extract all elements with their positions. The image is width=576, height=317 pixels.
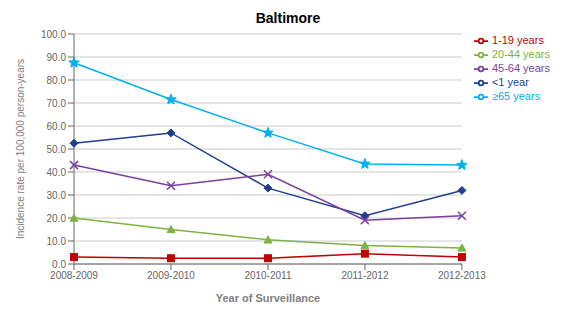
svg-text:80.0: 80.0 [47, 75, 67, 86]
svg-text:2010-2011: 2010-2011 [244, 270, 292, 281]
svg-text:10.0: 10.0 [47, 236, 67, 247]
svg-text:2009-2010: 2009-2010 [147, 270, 195, 281]
svg-text:Year of Surveillance: Year of Surveillance [216, 292, 321, 304]
html-text:45-64 years: 45-64 years [491, 62, 550, 75]
svg-text:2011-2012: 2011-2012 [341, 270, 389, 281]
svg-text:60.0: 60.0 [47, 121, 67, 132]
html-text:Baltimore: Baltimore [255, 10, 321, 26]
svg-text:50.0: 50.0 [47, 144, 67, 155]
svg-text:70.0: 70.0 [47, 98, 67, 109]
svg-text:2012-2013: 2012-2013 [438, 270, 486, 281]
html-text:20-44 years: 20-44 years [491, 48, 550, 61]
html-text:1-19 years: 1-19 years [491, 34, 544, 46]
svg-text:20.0: 20.0 [47, 213, 67, 224]
svg-text:100.0: 100.0 [41, 29, 66, 40]
svg-text:0.0: 0.0 [52, 259, 66, 270]
svg-text:30.0: 30.0 [47, 190, 67, 201]
svg-text:2008-2009: 2008-2009 [50, 270, 98, 281]
html-text:<1 year: <1 year [491, 76, 529, 89]
svg-text:Incidence rate per 100,000 per: Incidence rate per 100,000 person-years [15, 59, 26, 239]
svg-text:90.0: 90.0 [47, 52, 67, 63]
svg-text:40.0: 40.0 [47, 167, 67, 178]
html-text:≥65 years: ≥65 years [491, 90, 541, 103]
